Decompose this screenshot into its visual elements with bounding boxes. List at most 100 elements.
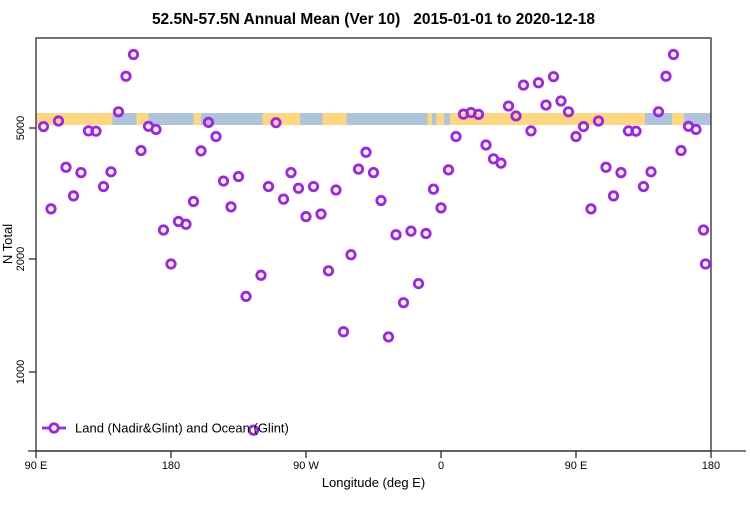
- scatter-points: [37, 48, 712, 436]
- scatter-point: [427, 183, 440, 195]
- scatter-point: [367, 167, 380, 179]
- legend: Land (Nadir&Glint) and Ocean (Glint): [42, 421, 289, 436]
- scatter-point: [697, 224, 710, 236]
- scatter-point: [52, 115, 65, 127]
- land-ocean-band: [36, 113, 711, 125]
- scatter-point: [195, 145, 207, 157]
- scatter-point: [547, 71, 560, 83]
- scatter-point: [699, 258, 712, 270]
- scatter-point: [307, 180, 320, 193]
- scatter-point: [585, 203, 597, 215]
- scatter-point: [615, 167, 627, 179]
- scatter-point: [202, 116, 215, 128]
- scatter-point: [517, 79, 530, 91]
- scatter-point: [157, 224, 170, 236]
- scatter-point: [570, 130, 582, 143]
- plot-box: [35, 37, 712, 452]
- scatter-point: [270, 117, 282, 129]
- scatter-point: [675, 144, 687, 157]
- scatter-point: [60, 161, 72, 173]
- scatter-point: [472, 108, 485, 120]
- band-segment-land: [672, 113, 684, 125]
- chart-title: 52.5N-57.5N Annual Mean (Ver 10) 2015-01…: [152, 11, 595, 28]
- scatter-point: [337, 326, 350, 338]
- scatter-point: [322, 265, 335, 277]
- scatter-point: [97, 180, 110, 193]
- scatter-point: [255, 269, 267, 281]
- band-segment-ocean: [201, 113, 263, 125]
- scatter-point: [165, 258, 177, 270]
- x-tick-label: 90 E: [565, 460, 588, 472]
- scatter-point: [210, 130, 222, 143]
- band-segment-land: [193, 113, 201, 125]
- legend-marker-circle: [48, 422, 60, 434]
- scatter-point: [330, 184, 342, 196]
- x-axis-title: Longitude (deg E): [322, 475, 425, 490]
- scatter-point: [292, 182, 305, 194]
- y-axis-title: N Total: [0, 224, 15, 264]
- scatter-point: [405, 225, 417, 237]
- scatter-point: [285, 167, 297, 179]
- scatter-point: [277, 193, 290, 205]
- scatter-point: [352, 163, 365, 175]
- y-tick-label: 5000: [15, 116, 27, 140]
- band-segment-land: [322, 113, 347, 125]
- scatter-point: [502, 100, 515, 112]
- scatter-point: [127, 48, 140, 61]
- scatter-point: [495, 157, 507, 169]
- band-segment-ocean: [300, 113, 323, 125]
- x-tick-label: 90 W: [293, 460, 319, 472]
- scatter-point: [240, 290, 252, 303]
- scatter-point: [45, 203, 57, 215]
- band-segment-ocean: [645, 113, 672, 125]
- x-tick-label: 180: [162, 460, 180, 472]
- scatter-point: [247, 424, 260, 436]
- scatter-point: [180, 218, 192, 230]
- scatter-point: [232, 170, 245, 183]
- axes: 90 E 180 90 W 0 90 E 180 1000 2000 5000: [15, 37, 746, 472]
- scatter-point: [75, 167, 87, 179]
- scatter-point: [660, 70, 672, 82]
- band-segment-land: [436, 113, 444, 125]
- band-segment-land: [427, 113, 432, 125]
- x-tick-label: 180: [702, 460, 720, 472]
- scatter-point: [67, 190, 80, 202]
- scatter-point: [382, 331, 395, 343]
- legend-label: Land (Nadir&Glint) and Ocean (Glint): [75, 421, 289, 436]
- scatter-point: [540, 99, 552, 111]
- band-segment-ocean: [444, 113, 450, 125]
- y-tick-label: 1000: [15, 360, 27, 384]
- scatter-point: [397, 297, 410, 309]
- scatter-point: [637, 180, 650, 193]
- scatter-point: [667, 48, 680, 61]
- scatter-point: [390, 229, 402, 241]
- scatter-point: [607, 190, 620, 202]
- scatter-point: [412, 277, 425, 290]
- scatter-point: [150, 123, 162, 136]
- scatter-point: [225, 201, 237, 213]
- scatter-point: [525, 125, 537, 137]
- scatter-point: [187, 195, 200, 208]
- scatter-point: [120, 70, 132, 82]
- scatter-point: [562, 106, 575, 118]
- scatter-point: [450, 130, 462, 143]
- band-segment-ocean: [432, 113, 437, 125]
- scatter-point: [435, 202, 447, 214]
- scatter-point: [90, 125, 102, 137]
- x-tick-label: 0: [438, 460, 444, 472]
- scatter-point: [442, 164, 455, 176]
- scatter-point: [360, 146, 372, 158]
- scatter-point: [105, 166, 117, 178]
- scatter-point: [112, 106, 125, 118]
- scatter-point: [217, 175, 230, 187]
- y-tick-label: 2000: [15, 247, 27, 271]
- scatter-point: [262, 180, 275, 193]
- scatter-point: [555, 95, 567, 107]
- band-segment-ocean: [346, 113, 428, 125]
- scatter-point: [375, 194, 387, 207]
- scatter-point: [510, 110, 522, 122]
- scatter-point: [645, 166, 657, 178]
- scatter-point: [600, 161, 612, 173]
- scatter-point: [577, 120, 590, 133]
